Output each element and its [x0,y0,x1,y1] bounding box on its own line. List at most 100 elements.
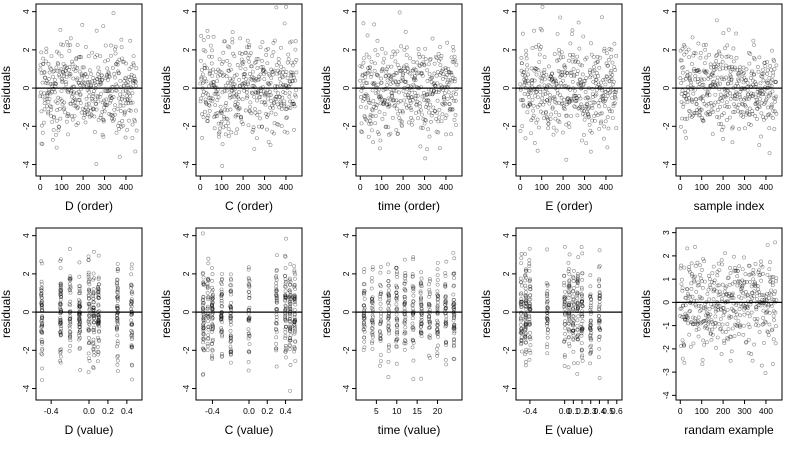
data-point [121,59,126,64]
data-point [690,99,695,104]
data-point [87,339,92,344]
data-point [591,79,596,84]
data-point [77,313,82,318]
data-point [130,312,134,317]
data-point [717,322,722,326]
data-point [63,69,68,73]
data-point [755,100,760,105]
data-point [224,74,229,79]
x-tick-label: 300 [257,182,271,192]
data-point [58,347,62,352]
data-point [762,61,767,65]
data-point [68,322,73,327]
data-point [97,282,101,287]
data-point [266,112,270,117]
data-point [115,60,120,64]
x-tick-label: 0 [38,182,43,192]
data-point [60,78,65,83]
data-point [133,149,138,154]
data-point [96,293,101,297]
data-point [112,117,116,122]
data-point [411,358,416,363]
data-point [760,114,765,119]
data-point [388,131,393,136]
data-point [418,64,422,68]
data-point [546,126,551,131]
data-point [698,76,703,81]
data-point [129,304,134,309]
data-point [527,100,532,105]
data-point [743,289,748,294]
data-point [77,322,82,327]
data-point [576,255,581,260]
data-point [130,300,134,305]
data-point [272,68,277,73]
data-point [543,91,548,96]
data-point [696,113,701,118]
data-point [122,112,127,117]
data-point [92,114,97,119]
data-point [283,72,288,77]
data-point [40,316,45,321]
data-point [558,74,563,79]
data-point [210,48,214,53]
data-point [540,4,545,9]
data-point [87,341,92,346]
data-point [426,127,430,132]
data-point [526,104,530,109]
data-point [129,299,134,303]
data-point [70,62,75,67]
x-tick-label: 200 [716,182,730,192]
data-point [211,83,216,88]
data-point [82,111,87,115]
data-point [751,78,755,83]
data-point [86,356,91,361]
data-point [377,95,382,100]
data-point [527,258,532,263]
data-point [97,329,101,334]
data-point [400,119,404,124]
data-point [91,314,96,319]
data-point [588,68,593,73]
data-point [64,65,69,70]
data-point [560,130,565,135]
data-point [730,126,734,131]
data-point [114,324,119,329]
data-point [598,111,603,116]
data-point [73,98,78,102]
data-point [115,313,119,318]
data-point [131,63,136,67]
data-point [99,73,104,78]
data-point [274,341,279,346]
data-point [705,340,709,345]
data-point [58,317,63,322]
data-point [68,284,73,289]
data-point [111,95,116,99]
data-point [555,88,560,93]
data-point [66,113,71,118]
data-point [372,22,377,27]
data-point [211,337,215,342]
data-point [258,72,263,77]
data-point [694,289,699,294]
data-point [444,68,449,72]
data-point [741,70,746,75]
data-point [425,147,429,152]
data-point [420,73,425,78]
data-point [429,113,434,118]
data-point [760,75,765,79]
data-point [293,39,298,44]
data-points [678,240,779,375]
data-point [443,101,448,106]
data-point [87,358,92,363]
data-point [289,39,294,44]
data-point [752,72,757,76]
y-tick-label: 1 [661,277,671,282]
data-point [246,45,251,49]
data-point [287,347,292,352]
data-point [263,102,268,107]
data-point [396,100,401,105]
data-point [747,50,751,55]
data-point [220,351,224,356]
